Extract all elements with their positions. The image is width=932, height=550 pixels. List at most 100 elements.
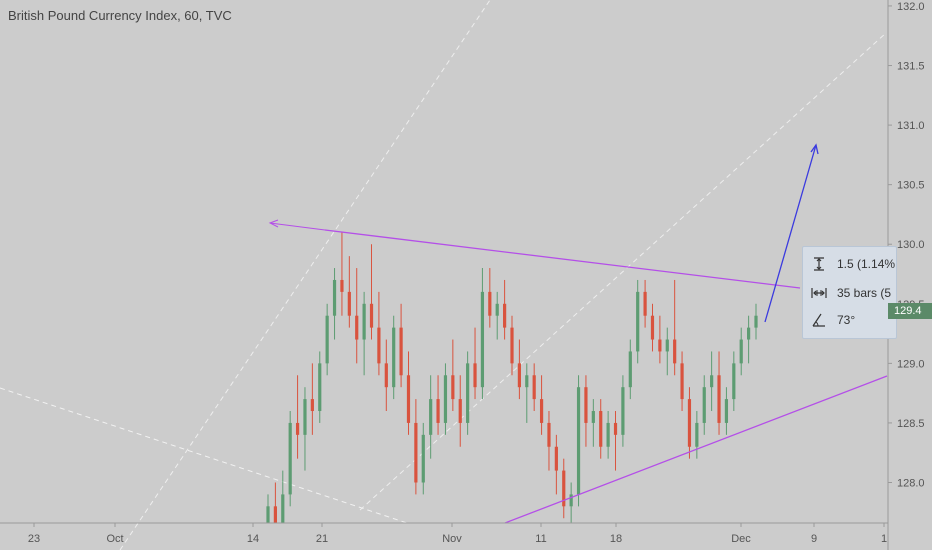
angle-icon bbox=[811, 312, 827, 328]
y-tick-label: 130.5 bbox=[897, 180, 925, 192]
candle bbox=[458, 375, 462, 447]
candle bbox=[325, 303, 329, 376]
candle-body bbox=[480, 291, 485, 388]
trendline-arrowhead bbox=[268, 219, 279, 228]
candle bbox=[754, 303, 758, 340]
candle-body bbox=[539, 399, 544, 423]
candle bbox=[473, 327, 477, 400]
candle bbox=[673, 279, 677, 376]
candle bbox=[392, 315, 396, 400]
candle-body bbox=[362, 303, 366, 340]
candle bbox=[362, 291, 366, 376]
candle-body bbox=[591, 411, 595, 423]
candle bbox=[451, 339, 455, 412]
candle-body bbox=[643, 291, 647, 316]
candle bbox=[480, 268, 485, 400]
tooltip-row-angle: 73° bbox=[811, 311, 855, 329]
candle-body bbox=[429, 399, 433, 435]
candle-body bbox=[392, 327, 396, 388]
chart-title: British Pound Currency Index, 60, TVC bbox=[8, 8, 232, 23]
candle bbox=[613, 411, 618, 471]
candle bbox=[369, 244, 374, 340]
candle-body bbox=[680, 363, 684, 400]
upper-trendline[interactable] bbox=[324, 229, 801, 289]
candle-body bbox=[687, 399, 692, 447]
projection-arrow[interactable] bbox=[764, 144, 817, 323]
candle bbox=[525, 363, 529, 423]
candle-body bbox=[318, 363, 322, 412]
candle-body bbox=[273, 506, 277, 523]
candle bbox=[406, 351, 411, 435]
candle-body bbox=[717, 375, 721, 423]
candle bbox=[318, 351, 322, 423]
candle-body bbox=[554, 446, 558, 471]
upper-trendline-extension[interactable] bbox=[269, 222, 326, 231]
y-tick-label: 128.5 bbox=[897, 418, 925, 430]
tooltip-angle: 73° bbox=[837, 313, 856, 327]
candle bbox=[429, 375, 433, 459]
candle-body bbox=[369, 303, 374, 328]
candle bbox=[503, 279, 507, 340]
candle-body bbox=[443, 375, 448, 423]
candle bbox=[488, 268, 492, 328]
candle bbox=[517, 339, 521, 400]
candle-body bbox=[532, 375, 536, 400]
candle-body bbox=[650, 315, 655, 340]
x-tick-label: 14 bbox=[247, 533, 259, 545]
candle bbox=[658, 315, 662, 364]
candle-body bbox=[569, 494, 573, 507]
candle-body bbox=[421, 434, 425, 483]
candle bbox=[384, 339, 388, 412]
lower-trendline[interactable] bbox=[504, 375, 888, 524]
candle bbox=[436, 375, 440, 435]
candle-body bbox=[673, 339, 677, 364]
price-range-icon bbox=[811, 256, 827, 272]
candle bbox=[665, 327, 669, 376]
candle-body bbox=[658, 339, 662, 352]
candle-body bbox=[562, 470, 566, 507]
x-tick-label: Nov bbox=[442, 533, 462, 545]
candle bbox=[547, 411, 551, 471]
tooltip-row-bars: 35 bars (5 bbox=[811, 284, 891, 302]
drawings-layer[interactable] bbox=[268, 143, 888, 524]
candle bbox=[273, 482, 277, 523]
candle bbox=[303, 387, 307, 471]
candle bbox=[739, 327, 743, 376]
candle bbox=[414, 399, 418, 495]
candle-body bbox=[436, 399, 440, 423]
candle bbox=[443, 363, 448, 435]
candle-body bbox=[525, 375, 529, 388]
candle bbox=[717, 351, 721, 435]
tooltip-row-price: 1.5 (1.14% bbox=[811, 255, 895, 273]
x-tick-label: 1 bbox=[881, 533, 887, 545]
candle bbox=[495, 291, 499, 340]
candle bbox=[621, 375, 625, 447]
candle bbox=[710, 351, 714, 412]
candle bbox=[702, 375, 706, 435]
candle-body bbox=[414, 422, 418, 483]
y-tick-label: 131.0 bbox=[897, 120, 925, 132]
candle-body bbox=[488, 291, 492, 316]
x-tick-label: 11 bbox=[535, 533, 546, 545]
measure-tooltip: 1.5 (1.14% 35 bars (5 73° bbox=[802, 246, 897, 339]
candle bbox=[687, 387, 692, 459]
candle bbox=[695, 411, 699, 459]
candle-body bbox=[665, 339, 669, 352]
candle-body bbox=[458, 399, 462, 423]
candle-body bbox=[340, 279, 344, 292]
candle-body bbox=[754, 315, 758, 328]
candle-body bbox=[636, 291, 640, 352]
candle-body bbox=[355, 315, 359, 340]
candle-body bbox=[325, 315, 329, 364]
candle-body bbox=[739, 339, 743, 364]
candles-layer bbox=[266, 232, 758, 523]
candle bbox=[466, 351, 470, 435]
candle-body bbox=[281, 494, 285, 523]
candle-body bbox=[613, 422, 618, 435]
candle bbox=[266, 494, 270, 523]
candle-body bbox=[384, 363, 388, 388]
bars-range-icon bbox=[811, 285, 827, 301]
candle bbox=[539, 375, 544, 435]
